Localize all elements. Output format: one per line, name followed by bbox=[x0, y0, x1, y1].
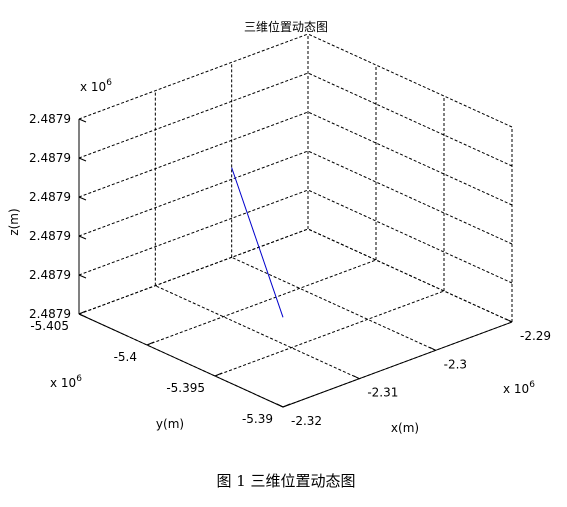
x-axis-line bbox=[282, 321, 513, 408]
y-axis-line bbox=[78, 313, 284, 408]
z-tick-label: 2.4879 bbox=[29, 268, 71, 282]
z-tick-mark bbox=[78, 274, 87, 279]
y-tick-mark bbox=[146, 341, 155, 346]
grid-line-wall-z2 bbox=[307, 33, 513, 128]
x-tick-mark bbox=[505, 318, 513, 323]
chart-title: 三维位置动态图 bbox=[244, 19, 328, 34]
z-tick-mark bbox=[78, 313, 87, 318]
grid-line-floor-x bbox=[231, 256, 436, 351]
x-tick-label: -2.32 bbox=[291, 414, 322, 428]
y-tick-mark bbox=[78, 310, 87, 315]
grid-line-wall-z2 bbox=[307, 189, 513, 284]
grid-line-wall-z2 bbox=[307, 111, 513, 206]
y-exponent: x 106 bbox=[50, 374, 82, 390]
y-tick-label: -5.39 bbox=[242, 412, 273, 426]
grid-line-floor-y bbox=[214, 290, 445, 377]
z-tick-mark bbox=[78, 196, 87, 201]
grid-line-wall-z bbox=[78, 189, 309, 276]
z-tick-mark bbox=[78, 235, 87, 240]
y-tick-mark bbox=[214, 372, 223, 377]
grid-line-floor-y bbox=[146, 259, 377, 346]
z-exponent: x 106 bbox=[80, 78, 112, 94]
grid-line-wall-z2 bbox=[307, 228, 513, 323]
grid-line-floor-x bbox=[155, 285, 360, 380]
tick-labels: -2.32 -2.31 -2.3 -2.29 -5.39 -5.395 -5.4 -5.405… bbox=[29, 112, 551, 428]
x-tick-label: -2.31 bbox=[367, 386, 398, 400]
z-tick-label: 2.4879 bbox=[29, 307, 71, 321]
z-tick-label: 2.4879 bbox=[29, 190, 71, 204]
x-tick-mark bbox=[429, 346, 436, 351]
z-axis-label: z(m) bbox=[7, 208, 21, 235]
z-tick-label: 2.4879 bbox=[29, 229, 71, 243]
z-tick-mark bbox=[78, 118, 87, 123]
x-tick-mark bbox=[276, 403, 284, 408]
y-axis-label: y(m) bbox=[156, 417, 184, 431]
grid-line-wall-z2 bbox=[307, 150, 513, 245]
grid-lines bbox=[78, 33, 513, 408]
grid-line-wall-z2 bbox=[307, 72, 513, 167]
y-tick-label: -5.405 bbox=[30, 319, 69, 333]
x-tick-mark bbox=[353, 375, 360, 380]
y-tick-label: -5.395 bbox=[166, 381, 205, 395]
data-series bbox=[231, 167, 284, 318]
x-exponent: x 106 bbox=[503, 380, 535, 396]
grid-line-wall-z bbox=[78, 72, 309, 159]
z-tick-label: 2.4879 bbox=[29, 151, 71, 165]
grid-line-wall-z bbox=[78, 111, 309, 198]
series-line bbox=[231, 167, 284, 318]
axis-lines bbox=[78, 118, 513, 408]
grid-line-wall-z bbox=[78, 33, 309, 120]
x-tick-label: -2.29 bbox=[520, 329, 551, 343]
x-tick-label: -2.3 bbox=[444, 357, 467, 371]
grid-line-wall-z bbox=[78, 150, 309, 237]
y-tick-label: -5.4 bbox=[114, 350, 137, 364]
grid-line-wall-z bbox=[78, 228, 309, 315]
y-tick-mark bbox=[282, 403, 291, 408]
x-axis-label: x(m) bbox=[391, 421, 419, 435]
z-tick-label: 2.4879 bbox=[29, 112, 71, 126]
figure-caption: 图 1 三维位置动态图 bbox=[216, 472, 355, 490]
z-tick-mark bbox=[78, 157, 87, 162]
